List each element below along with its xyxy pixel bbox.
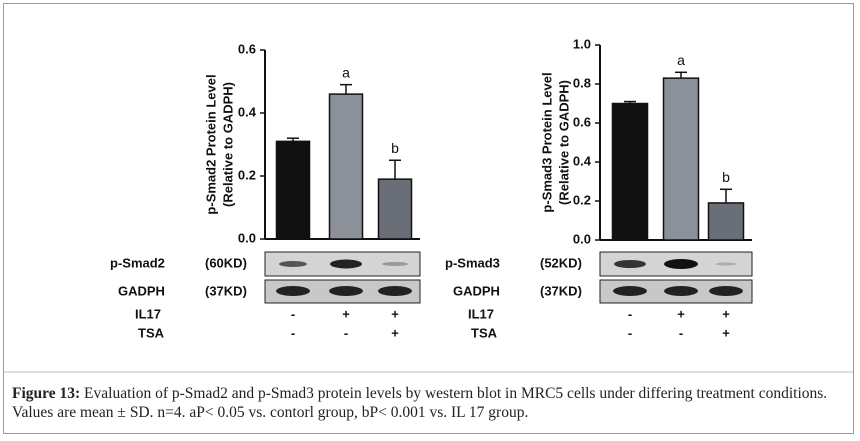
significance-label: b bbox=[391, 140, 399, 156]
treatment-name: TSA bbox=[138, 325, 165, 340]
y-tick-label: 0.6 bbox=[238, 41, 256, 56]
y-tick-label: 0.0 bbox=[238, 230, 256, 245]
treatment-name: TSA bbox=[471, 325, 498, 340]
blot-target-size: (52KD) bbox=[540, 255, 582, 270]
treatment-sign: - bbox=[291, 306, 295, 321]
treatment-sign: - bbox=[679, 325, 683, 340]
y-axis-label: (Relative to GADPH) bbox=[556, 80, 571, 205]
blot-target: p-Smad3 bbox=[445, 255, 500, 270]
treatment-sign: - bbox=[291, 325, 295, 340]
y-tick-label: 0.2 bbox=[238, 167, 256, 182]
y-tick-label: 0.8 bbox=[573, 75, 591, 90]
treatment-sign: - bbox=[628, 325, 632, 340]
treatment-sign: + bbox=[677, 306, 685, 321]
y-tick-label: 0.4 bbox=[573, 153, 592, 168]
y-tick-label: 0.2 bbox=[573, 192, 591, 207]
y-axis-label: p-Smad3 Protein Level bbox=[539, 72, 554, 212]
bar bbox=[707, 202, 745, 241]
blot-target-size: (60KD) bbox=[205, 255, 247, 270]
y-tick-label: 0.6 bbox=[573, 114, 591, 129]
blot-images bbox=[264, 251, 753, 304]
treatment-name: IL17 bbox=[135, 306, 161, 321]
significance-label: b bbox=[722, 169, 730, 185]
frame bbox=[3, 3, 854, 434]
bar bbox=[662, 77, 700, 241]
caption: Figure 13: Evaluation of p-Smad2 and p-S… bbox=[12, 384, 848, 422]
y-tick-label: 1.0 bbox=[573, 36, 591, 51]
treatment-sign: + bbox=[391, 325, 399, 340]
bar bbox=[275, 140, 311, 240]
significance-label: a bbox=[342, 64, 350, 80]
y-axis-label: p-Smad2 Protein Level bbox=[203, 74, 218, 214]
blot-control: GADPH bbox=[118, 283, 165, 298]
bar bbox=[328, 93, 364, 240]
treatment-sign: + bbox=[722, 325, 730, 340]
treatment-sign: - bbox=[628, 306, 632, 321]
blot-control-size: (37KD) bbox=[540, 283, 582, 298]
treatment-sign: + bbox=[342, 306, 350, 321]
y-axis-label: (Relative to GADPH) bbox=[220, 82, 235, 207]
caption-text: Evaluation of p-Smad2 and p-Smad3 protei… bbox=[12, 385, 828, 421]
bar bbox=[611, 102, 649, 241]
treatment-sign: + bbox=[722, 306, 730, 321]
bar bbox=[377, 178, 413, 240]
treatment-sign: + bbox=[391, 306, 399, 321]
treatment-name: IL17 bbox=[468, 306, 494, 321]
blot-control-size: (37KD) bbox=[205, 283, 247, 298]
caption-label: Figure 13: bbox=[12, 385, 81, 402]
y-tick-label: 0.4 bbox=[238, 104, 257, 119]
significance-label: a bbox=[677, 52, 685, 68]
blot-target: p-Smad2 bbox=[110, 255, 165, 270]
y-tick-label: 0.0 bbox=[573, 231, 591, 246]
treatment-sign: - bbox=[344, 325, 348, 340]
blot-control: GADPH bbox=[453, 283, 500, 298]
